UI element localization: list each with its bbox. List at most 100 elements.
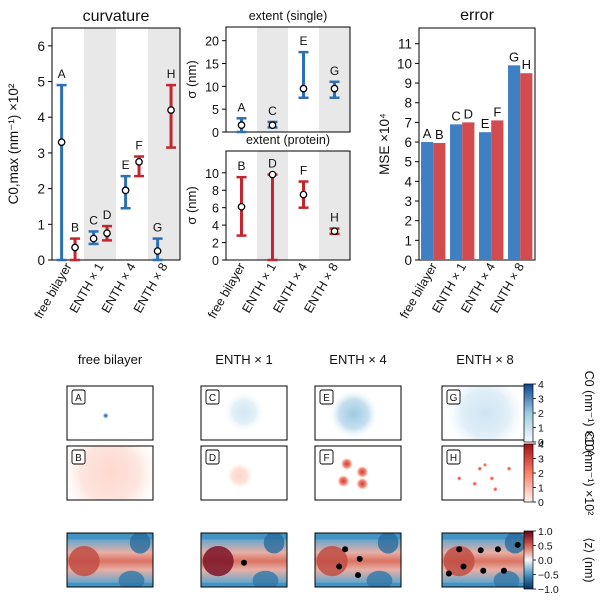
point-label: F xyxy=(300,164,307,178)
panel-label-box xyxy=(71,389,86,405)
panel-label: D xyxy=(209,453,216,464)
point-marker xyxy=(89,234,98,243)
curvature-blob xyxy=(492,486,498,492)
point-marker xyxy=(330,84,339,93)
curvature-blob xyxy=(226,462,253,489)
panel-label: F xyxy=(323,453,329,464)
curvature-blob xyxy=(489,475,495,481)
height-trough xyxy=(118,570,145,587)
map-frame xyxy=(314,385,402,441)
map-frame xyxy=(314,532,402,588)
category-label: free bilayer xyxy=(205,261,248,322)
map-frame xyxy=(200,385,288,441)
curvature-blob xyxy=(336,474,350,488)
bar-label: B xyxy=(435,127,444,142)
colorbar-tick-label: −0.5 xyxy=(538,570,559,582)
curvature-blob xyxy=(482,462,488,468)
bar xyxy=(450,124,463,260)
y-tick-label: 3 xyxy=(404,194,412,209)
protein-position-dot xyxy=(494,546,501,553)
panel-label: E xyxy=(323,393,330,404)
y-tick-label: 1 xyxy=(404,233,412,248)
y-tick-label: 9 xyxy=(404,76,412,91)
colorbar-tick-label: 0 xyxy=(538,437,544,449)
map-column-title: ENTH × 4 xyxy=(329,352,386,367)
y-tick-label: 8 xyxy=(404,96,412,111)
panel-label-box xyxy=(319,449,334,465)
y-tick-label: 2 xyxy=(212,237,219,251)
protein-position-dot xyxy=(342,546,349,553)
y-tick-label: 6 xyxy=(37,39,45,54)
point-marker xyxy=(121,186,130,195)
curvature-blob xyxy=(472,481,478,487)
colorbar-tick-label: 3 xyxy=(538,454,544,466)
protein-position-dot xyxy=(456,546,463,553)
y-tick-label: 0 xyxy=(212,254,219,268)
map-frame xyxy=(200,445,288,501)
y-axis-label: σ (nm) xyxy=(184,186,199,224)
y-tick-label: 1 xyxy=(37,217,45,232)
y-tick-label: 4 xyxy=(37,110,45,125)
curvature-blob xyxy=(329,389,379,439)
point-label: F xyxy=(135,138,142,152)
point-label: B xyxy=(237,159,245,173)
colorbar-label: ⟨z⟩ (nm) xyxy=(582,537,596,582)
y-tick-label: 5 xyxy=(212,103,219,117)
colorbar xyxy=(523,383,534,443)
y-tick-label: 5 xyxy=(37,75,45,90)
map-column-title: ENTH × 8 xyxy=(456,352,513,367)
colorbar-label: C0 (nm⁻¹) ×10² xyxy=(582,371,596,456)
y-tick-label: 10 xyxy=(205,167,219,181)
height-trough xyxy=(377,533,399,554)
colorbar xyxy=(523,530,534,590)
bar-label: G xyxy=(509,49,519,64)
bar xyxy=(462,122,475,260)
height-peak xyxy=(443,545,475,577)
colorbar-tick-label: −1.0 xyxy=(538,584,559,596)
panel-label: B xyxy=(75,453,82,464)
group-shade-band xyxy=(148,28,180,260)
point-label: G xyxy=(153,221,162,235)
map-panel xyxy=(442,533,528,587)
protein-position-dot xyxy=(336,563,343,570)
panel-label: H xyxy=(450,453,457,464)
curvature-blob xyxy=(355,477,369,491)
point-marker xyxy=(135,157,143,166)
curvature-blob xyxy=(477,466,483,472)
map-panel xyxy=(201,533,287,587)
chart-title: error xyxy=(460,7,494,24)
y-tick-label: 11 xyxy=(398,37,412,52)
chart-title: extent (protein) xyxy=(246,133,330,147)
y-tick-label: 2 xyxy=(37,182,45,197)
y-tick-label: 10 xyxy=(205,80,219,94)
group-shade-band xyxy=(257,27,288,132)
plot-frame xyxy=(51,27,181,261)
point-label: C xyxy=(89,213,98,227)
point-marker xyxy=(71,243,79,252)
y-tick-label: 2 xyxy=(404,214,412,229)
y-tick-label: 4 xyxy=(212,219,219,233)
protein-position-dot xyxy=(460,563,467,570)
y-tick-label: 4 xyxy=(404,174,412,189)
y-tick-label: 10 xyxy=(397,56,412,71)
colorbar-tick-label: 4 xyxy=(538,439,544,451)
height-trough xyxy=(493,570,520,587)
bar-label: H xyxy=(522,57,531,72)
y-tick-label: 6 xyxy=(212,202,219,216)
y-tick-label: 20 xyxy=(205,35,219,49)
panel-label-box xyxy=(446,449,461,465)
point-label: D xyxy=(268,157,277,171)
colorbar xyxy=(523,443,534,503)
group-shade-band xyxy=(319,27,350,132)
colorbar-tick-label: 2 xyxy=(538,468,544,480)
bar xyxy=(491,120,504,261)
map-panel xyxy=(201,386,287,440)
panel-label-box xyxy=(446,389,461,405)
bar xyxy=(508,65,521,261)
map-panel xyxy=(442,386,528,440)
category-label: free bilayer xyxy=(397,261,440,322)
height-peak xyxy=(202,545,234,577)
point-marker xyxy=(268,121,277,130)
y-tick-label: 15 xyxy=(205,58,219,72)
